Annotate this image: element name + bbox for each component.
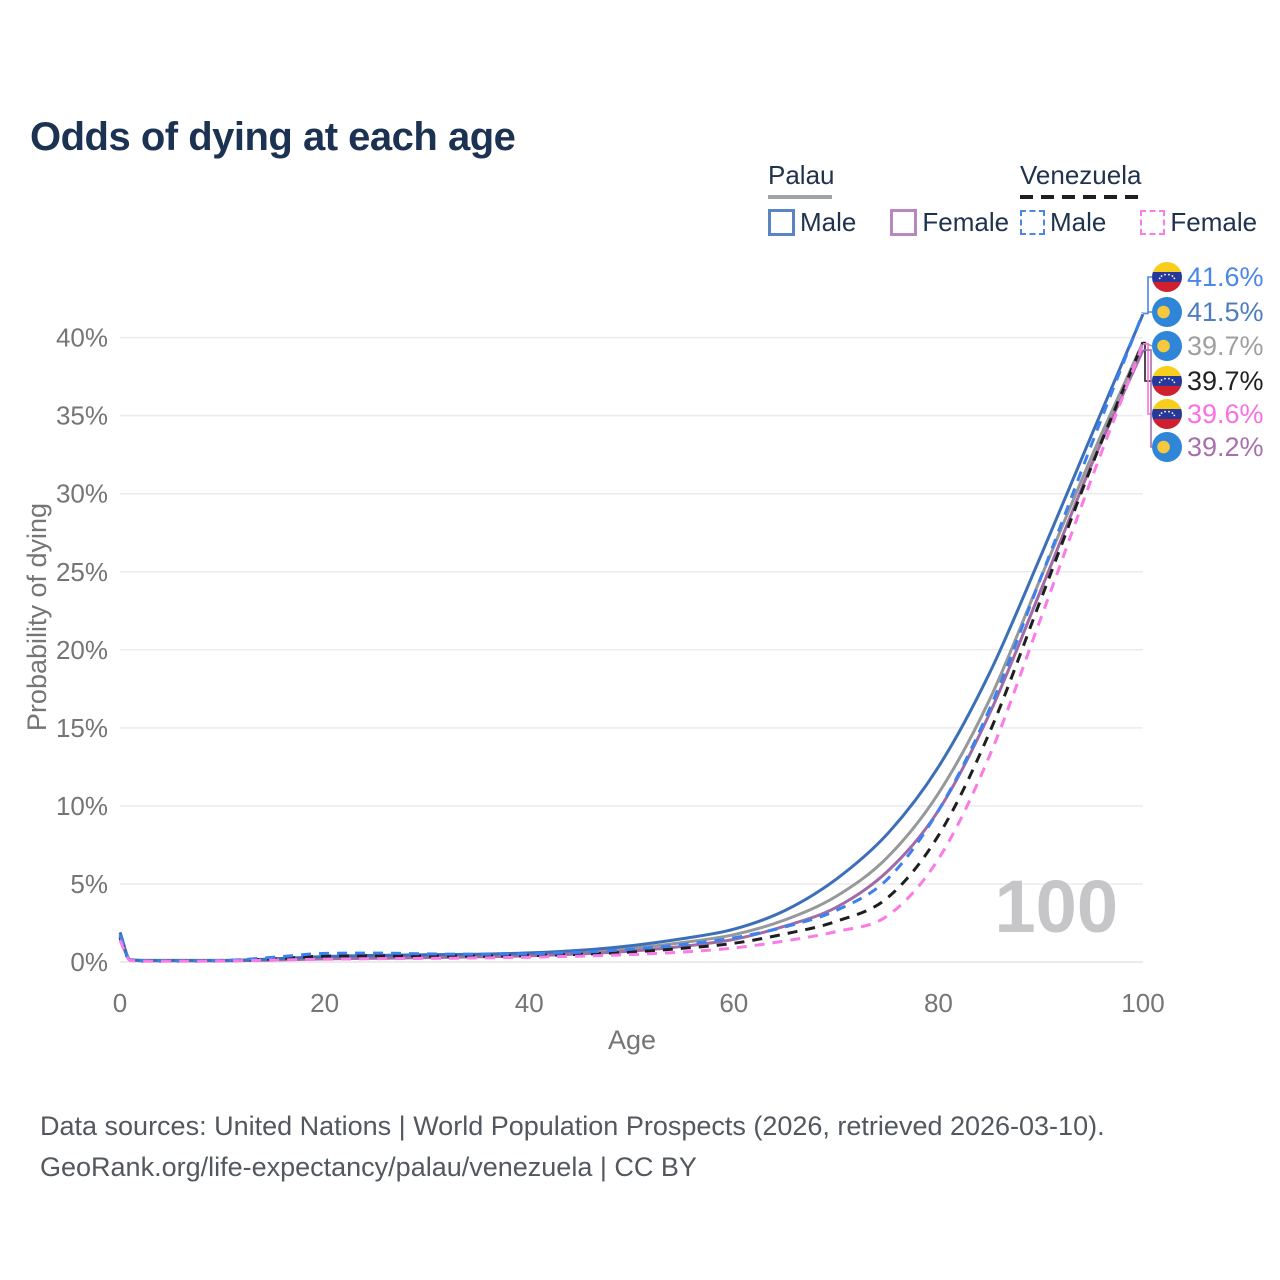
series-line-venezuela-female	[118, 343, 1145, 963]
age-watermark: 100	[995, 865, 1118, 948]
y-tick-20: 20%	[56, 635, 108, 665]
end-label-1: 41.5%	[1187, 297, 1264, 327]
series-lines	[118, 312, 1145, 963]
series-line-palau-male	[118, 313, 1145, 962]
series-line-venezuela-both-sexes	[118, 341, 1145, 963]
y-tick-30: 30%	[56, 479, 108, 509]
y-tick-35: 35%	[56, 401, 108, 431]
y-tick-0: 0%	[70, 947, 108, 977]
end-label-5: 39.2%	[1187, 432, 1264, 462]
venezuela-line-style-sample	[1020, 195, 1138, 199]
y-tick-15: 15%	[56, 713, 108, 743]
end-label-connectors	[1142, 276, 1153, 448]
legend-label: Male	[800, 207, 857, 237]
legend-country-palau: Palau	[768, 160, 835, 190]
end-label-2: 39.7%	[1187, 331, 1264, 361]
y-tick-10: 10%	[56, 791, 108, 821]
x-tick-80: 80	[924, 988, 953, 1018]
legend-item-venezuela-female[interactable]: Female	[1140, 207, 1257, 238]
legend-label: Female	[1170, 207, 1258, 237]
legend-label: Female	[922, 207, 1010, 237]
x-tick-40: 40	[515, 988, 544, 1018]
y-axis-title: Probability of dying	[22, 503, 52, 731]
end-label-3: 39.7%	[1187, 366, 1264, 396]
series-line-venezuela-male	[118, 312, 1145, 963]
end-value-labels: 41.6%41.5%39.7%39.7%39.6%39.2%	[1152, 262, 1264, 462]
x-tick-100: 100	[1121, 988, 1164, 1018]
end-label-0: 41.6%	[1187, 262, 1264, 292]
end-label-4: 39.6%	[1187, 399, 1264, 429]
legend-item-palau-female[interactable]: Female	[890, 207, 1009, 238]
venezuela-male-swatch-icon	[1020, 210, 1045, 235]
legend-group-venezuela: Venezuela Male Female	[1020, 160, 1257, 238]
palau-flag-icon	[1152, 297, 1182, 327]
legend-item-palau-male[interactable]: Male	[768, 207, 856, 238]
venezuela-flag-icon	[1152, 399, 1182, 429]
palau-female-swatch-icon	[890, 209, 918, 236]
x-axis-title: Age	[608, 1025, 656, 1055]
chart-canvas[interactable]: 100 0% 5% 10% 15% 20% 25% 30% 35% 40% 0 20 40 60 80 1…	[0, 240, 1280, 1160]
venezuela-female-swatch-icon	[1140, 210, 1166, 235]
legend-group-palau: Palau Male Female	[768, 160, 1009, 238]
legend-country-venezuela: Venezuela	[1020, 160, 1142, 190]
x-tick-60: 60	[719, 988, 748, 1018]
legend-item-venezuela-male[interactable]: Male	[1020, 207, 1106, 238]
footer-attribution: GeoRank.org/life-expectancy/palau/venezu…	[40, 1152, 697, 1182]
y-tick-5: 5%	[70, 869, 108, 899]
y-axis-tick-labels: 0% 5% 10% 15% 20% 25% 30% 35% 40%	[56, 323, 108, 977]
venezuela-flag-icon	[1152, 366, 1182, 396]
y-tick-25: 25%	[56, 557, 108, 587]
page-title: Odds of dying at each age	[30, 114, 516, 159]
legend-label: Male	[1050, 207, 1107, 237]
footer-sources: Data sources: United Nations | World Pop…	[40, 1111, 1105, 1141]
palau-male-swatch-icon	[768, 209, 795, 236]
palau-flag-icon	[1152, 432, 1182, 462]
y-tick-40: 40%	[56, 323, 108, 353]
venezuela-flag-icon	[1152, 262, 1182, 292]
x-tick-0: 0	[113, 988, 127, 1018]
footer: Data sources: United Nations | World Pop…	[40, 1106, 1105, 1188]
x-tick-20: 20	[310, 988, 339, 1018]
palau-flag-icon	[1152, 331, 1182, 361]
series-line-palau-both-sexes	[118, 341, 1145, 963]
palau-line-style-sample	[768, 195, 832, 199]
x-axis-tick-labels: 0 20 40 60 80 100	[113, 988, 1165, 1018]
series-line-palau-female	[118, 349, 1145, 963]
gridlines	[120, 336, 1143, 963]
